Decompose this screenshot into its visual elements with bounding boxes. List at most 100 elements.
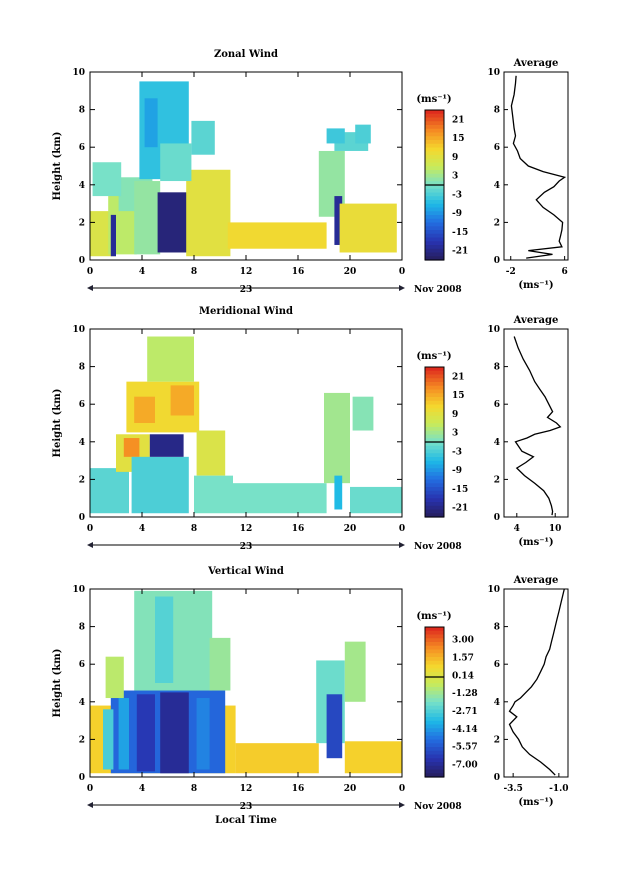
colorbar-segment — [425, 728, 444, 733]
profile-frame — [503, 71, 569, 261]
colorbar-segment — [425, 472, 444, 477]
heatmap-cell — [134, 181, 161, 255]
average-profile: Average 0 2 4 6 8 10 -2 6 (ms⁻¹) — [487, 58, 569, 291]
colorbar-segment — [425, 256, 444, 261]
colorbar-segment — [425, 675, 444, 681]
colorbar-segment — [425, 233, 444, 239]
chart-title: Vertical Wind — [207, 566, 284, 577]
colorbar-segment — [425, 498, 444, 503]
colorbar-segment — [425, 735, 444, 741]
colorbar-tick-label: -2.71 — [452, 707, 478, 717]
heatmap-cell — [118, 698, 129, 770]
profile-y-tick-label: 10 — [487, 585, 500, 595]
colorbar-segment — [425, 218, 444, 224]
colorbar-segment — [425, 769, 444, 774]
date-axis-marker-left — [87, 802, 93, 808]
colorbar-segment — [425, 397, 444, 402]
heatmap-cell — [155, 596, 174, 683]
colorbar-segment — [425, 382, 444, 387]
colorbar-tick-label: -7.00 — [452, 761, 478, 771]
chart-title: Meridional Wind — [199, 306, 293, 317]
colorbar-segment — [425, 400, 444, 406]
x-tick-label: 20 — [344, 784, 357, 794]
colorbar-segment — [425, 173, 444, 179]
colorbar-tick-label: 1.57 — [452, 653, 474, 663]
heatmap-cell — [134, 396, 155, 423]
colorbar-segment — [425, 479, 444, 484]
colorbar-segment — [425, 739, 444, 744]
colorbar-segment — [425, 683, 444, 688]
colorbar-tick-label: -4.14 — [452, 725, 478, 735]
colorbar-segment — [425, 438, 444, 443]
colorbar-segment — [425, 423, 444, 428]
colorbar-segment — [425, 509, 444, 514]
y-tick-label: 2 — [79, 475, 85, 485]
colorbar-segment — [425, 132, 444, 137]
colorbar-segment — [425, 252, 444, 257]
colorbar-segment — [425, 200, 444, 205]
x-tick-label: 12 — [240, 784, 253, 794]
y-tick-label: 8 — [79, 106, 85, 116]
colorbar-segment — [425, 634, 444, 639]
colorbar-segment — [425, 724, 444, 729]
profile-line — [513, 336, 562, 516]
colorbar-segment — [425, 762, 444, 767]
colorbar-frame — [424, 626, 445, 778]
colorbar-segment — [425, 237, 444, 242]
colorbar-segment — [425, 732, 444, 737]
profile-y-tick-label: 4 — [494, 181, 500, 191]
colorbar-segment — [425, 147, 444, 152]
colorbar-segment — [425, 653, 444, 658]
profile-x-tick-label: -2 — [506, 267, 516, 277]
colorbar-segment — [425, 374, 444, 379]
x-tick-label: 16 — [292, 784, 305, 794]
heatmap-cell — [334, 475, 343, 510]
heatmap-cell — [157, 192, 192, 253]
colorbar-tick-label: -3 — [452, 190, 462, 200]
y-tick-label: 10 — [72, 585, 85, 595]
colorbar-segment — [425, 430, 444, 436]
profile-x-label: (ms⁻¹) — [518, 797, 553, 808]
y-tick-label: 10 — [72, 325, 85, 335]
y-tick-label: 6 — [79, 660, 85, 670]
colorbar-segment — [425, 638, 444, 643]
x-tick-label: 8 — [191, 524, 197, 534]
profile-y-tick-label: 6 — [494, 660, 500, 670]
colorbar-segment — [425, 151, 444, 156]
colorbar-segment — [425, 717, 444, 722]
colorbar-segment — [425, 367, 444, 372]
colorbar-segment — [425, 630, 444, 636]
date-month-label: Nov 2008 — [414, 802, 462, 812]
x-tick-label: 4 — [139, 784, 145, 794]
heatmap-cells — [90, 590, 402, 774]
colorbar-tick-label: -3 — [452, 447, 462, 457]
heatmap-cell — [344, 641, 366, 702]
colorbar-segment — [425, 679, 444, 684]
colorbar-tick-label: 21 — [452, 372, 465, 382]
y-tick-label: 8 — [79, 623, 85, 633]
colorbar-segment — [425, 241, 444, 246]
profile-title: Average — [513, 575, 559, 586]
date-day-label: 23 — [240, 802, 253, 812]
colorbar-segment — [425, 720, 444, 726]
profile-y-tick-label: 2 — [494, 735, 500, 745]
colorbar: 3.00 1.57 0.14 -1.28 -2.71 -4.14 -5.57 -7.00 (ms… — [416, 611, 478, 778]
heatmap-cell — [123, 438, 140, 457]
colorbar-tick-label: 9 — [452, 153, 458, 163]
colorbar-tick-label: 3 — [452, 429, 458, 439]
heatmap-cell — [326, 128, 345, 144]
y-tick-label: 2 — [79, 218, 85, 228]
colorbar-segment — [425, 415, 444, 421]
y-tick-label: 8 — [79, 363, 85, 373]
y-tick-label: 10 — [72, 68, 85, 78]
profile-y-tick-label: 2 — [494, 475, 500, 485]
profile-y-tick-label: 10 — [487, 68, 500, 78]
colorbar-tick-label: -1.28 — [452, 689, 478, 699]
colorbar-segment — [425, 483, 444, 488]
profile-y-tick-label: 4 — [494, 698, 500, 708]
colorbar-segment — [425, 419, 444, 424]
heatmap-cell — [170, 385, 194, 416]
